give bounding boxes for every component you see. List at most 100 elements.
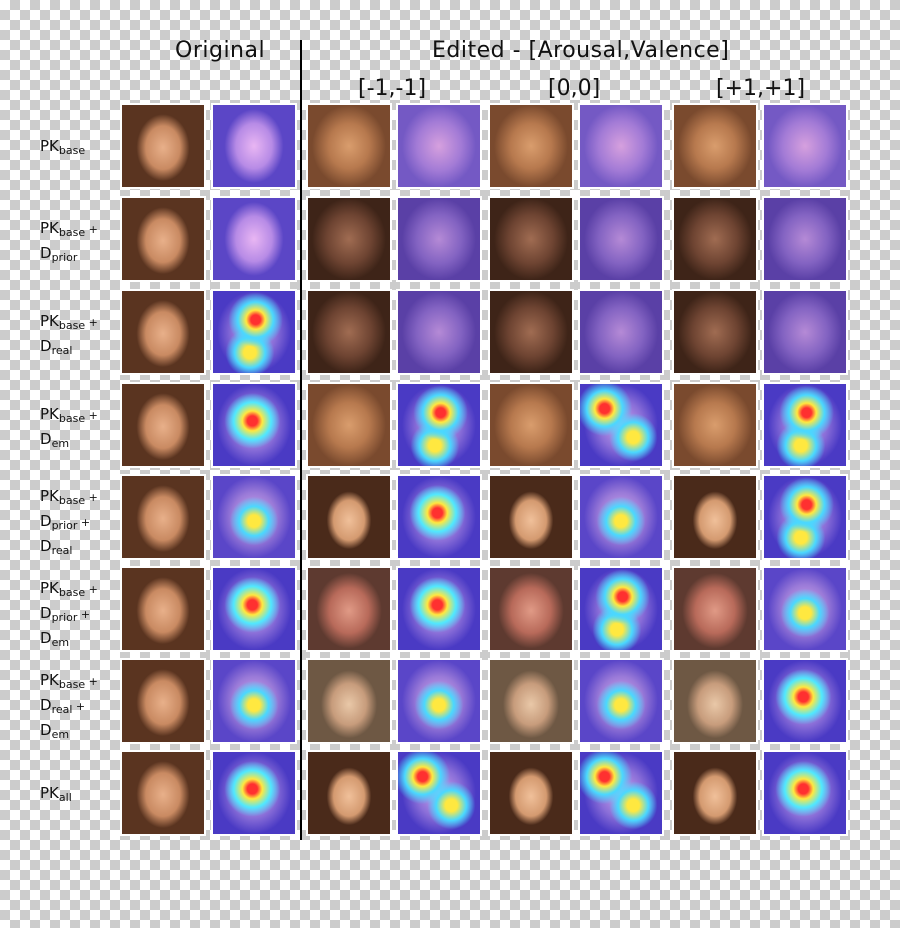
original-image [120, 382, 206, 468]
original-image [120, 474, 206, 560]
edited-heatmap [578, 289, 664, 375]
edited-image [672, 103, 758, 189]
edited-image [306, 566, 392, 652]
row-label-line: Dreal [40, 536, 118, 561]
edited-heatmap [396, 658, 482, 744]
label-main: D [40, 536, 52, 555]
row-label-line: PKbase [40, 136, 118, 161]
label-subscript: em [51, 635, 70, 649]
edited-image [306, 196, 392, 282]
edited-heatmap [578, 474, 664, 560]
label-main: D [40, 695, 52, 714]
row-label-line: PKbase + [40, 404, 118, 429]
row-label-line: Dreal [40, 336, 118, 361]
row-label: PKbase + Dprior + Dreal [40, 486, 118, 561]
label-subscript: base [58, 319, 86, 332]
label-main: D [40, 628, 52, 647]
edited-heatmap [762, 196, 848, 282]
label-plus: + [85, 223, 98, 236]
label-subscript: base [58, 585, 86, 599]
edited-image [488, 566, 574, 652]
edited-header: Edited - [Arousal,Valence] [432, 38, 730, 63]
edited-image [488, 196, 574, 282]
edited-heatmap [762, 289, 848, 375]
label-main: PK [40, 136, 59, 155]
row-label-line: Dem [40, 628, 118, 653]
edited-image [672, 196, 758, 282]
label-main: PK [40, 578, 59, 597]
edited-image [306, 382, 392, 468]
label-plus: + [85, 490, 98, 504]
column-divider [300, 40, 302, 840]
edited-image [672, 566, 758, 652]
edited-image [672, 289, 758, 375]
label-subscript: all [58, 790, 72, 804]
row-label-line: PKbase + [40, 578, 118, 603]
edited-heatmap [578, 382, 664, 468]
edited-image [306, 103, 392, 189]
row-label: PKall [40, 783, 118, 808]
row-label: PKbase + Dem [40, 404, 118, 454]
label-subscript: prior [51, 518, 78, 532]
label-subscript: base [58, 226, 86, 239]
row-label-line: Dprior + [40, 511, 118, 536]
label-main: D [40, 511, 52, 530]
edited-heatmap [762, 658, 848, 744]
edited-heatmap [396, 750, 482, 836]
edited-image [306, 658, 392, 744]
label-subscript: real [51, 344, 73, 357]
original-header: Original [175, 38, 266, 63]
row-label-line: PKbase + [40, 311, 118, 336]
row-label-line: Dprior [40, 243, 118, 268]
original-heatmap [211, 750, 297, 836]
label-subscript: prior [51, 610, 78, 624]
edited-image [672, 658, 758, 744]
label-subscript: real [51, 702, 73, 716]
label-main: D [40, 337, 52, 355]
condition-negative-label: [-1,-1] [358, 76, 427, 101]
label-main: PK [40, 219, 59, 237]
label-main: PK [40, 783, 59, 802]
edited-image [672, 750, 758, 836]
label-main: PK [40, 670, 59, 689]
edited-image [306, 474, 392, 560]
row-label-line: Dem [40, 720, 118, 745]
label-plus: + [72, 699, 86, 713]
label-subscript: prior [51, 251, 78, 264]
original-heatmap [211, 103, 297, 189]
original-heatmap [211, 474, 297, 560]
original-image [120, 103, 206, 189]
edited-image [488, 382, 574, 468]
edited-heatmap [762, 566, 848, 652]
edited-heatmap [396, 289, 482, 375]
label-subscript: em [51, 727, 70, 741]
label-subscript: base [58, 493, 86, 507]
edited-heatmap [578, 196, 664, 282]
edited-image [488, 658, 574, 744]
edited-heatmap [396, 474, 482, 560]
row-label-line: PKbase + [40, 218, 118, 243]
row-label-line: PKbase + [40, 670, 118, 695]
edited-heatmap [578, 658, 664, 744]
edited-heatmap [396, 566, 482, 652]
label-plus: + [77, 607, 91, 621]
label-subscript: base [58, 412, 86, 425]
edited-image [488, 474, 574, 560]
row-label-line: PKall [40, 783, 118, 808]
edited-heatmap [762, 750, 848, 836]
edited-heatmap [578, 566, 664, 652]
edited-heatmap [396, 382, 482, 468]
edited-image [306, 750, 392, 836]
row-label-line: Dem [40, 429, 118, 454]
edited-heatmap [396, 103, 482, 189]
row-label: PKbase + Dreal [40, 311, 118, 361]
row-label: PKbase + Dreal + Dem [40, 670, 118, 745]
original-heatmap [211, 658, 297, 744]
original-heatmap [211, 566, 297, 652]
label-main: D [40, 430, 52, 448]
label-main: D [40, 244, 52, 262]
edited-image [306, 289, 392, 375]
label-main: D [40, 603, 52, 622]
label-subscript: em [51, 437, 70, 450]
label-main: D [40, 720, 52, 739]
